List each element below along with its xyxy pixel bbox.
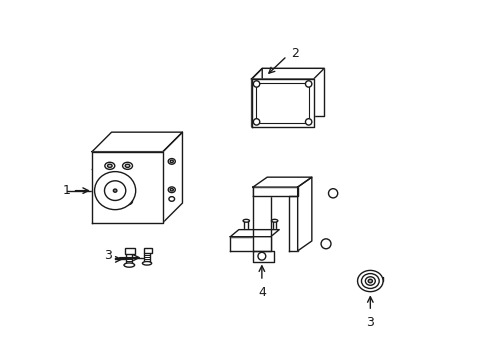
Polygon shape — [251, 68, 324, 79]
Bar — [125, 248, 135, 254]
Text: 4: 4 — [257, 285, 265, 299]
Polygon shape — [92, 152, 163, 222]
Circle shape — [321, 239, 330, 249]
Ellipse shape — [124, 263, 134, 267]
Ellipse shape — [104, 181, 125, 201]
Ellipse shape — [125, 182, 130, 185]
Text: 1: 1 — [62, 184, 70, 197]
Ellipse shape — [104, 180, 115, 187]
Ellipse shape — [94, 172, 135, 210]
Ellipse shape — [168, 187, 175, 193]
Ellipse shape — [142, 261, 151, 265]
Circle shape — [305, 81, 311, 87]
Circle shape — [305, 119, 311, 125]
Bar — [255, 83, 309, 123]
Ellipse shape — [122, 180, 132, 187]
Polygon shape — [288, 196, 297, 251]
Circle shape — [253, 119, 259, 125]
Polygon shape — [252, 251, 274, 261]
Ellipse shape — [107, 182, 112, 185]
Text: 3: 3 — [366, 316, 373, 329]
Ellipse shape — [113, 189, 117, 192]
Circle shape — [328, 189, 337, 198]
Text: 2: 2 — [291, 47, 299, 60]
Polygon shape — [252, 187, 297, 196]
Polygon shape — [252, 177, 311, 187]
Polygon shape — [251, 79, 313, 127]
Bar — [143, 248, 152, 253]
Ellipse shape — [104, 198, 115, 205]
Text: 3: 3 — [103, 249, 111, 262]
Ellipse shape — [243, 219, 249, 222]
Ellipse shape — [365, 277, 374, 285]
Polygon shape — [163, 132, 182, 222]
Ellipse shape — [357, 270, 382, 292]
Ellipse shape — [168, 197, 174, 201]
Polygon shape — [251, 68, 262, 127]
Ellipse shape — [125, 164, 130, 167]
Ellipse shape — [111, 181, 119, 186]
Ellipse shape — [168, 158, 175, 164]
Ellipse shape — [122, 162, 132, 169]
Ellipse shape — [170, 160, 173, 163]
Ellipse shape — [107, 164, 112, 167]
Polygon shape — [92, 132, 182, 152]
Polygon shape — [230, 230, 279, 237]
Ellipse shape — [107, 200, 112, 203]
Ellipse shape — [104, 162, 115, 169]
Ellipse shape — [125, 200, 130, 203]
Ellipse shape — [122, 198, 132, 205]
Polygon shape — [230, 237, 270, 251]
Polygon shape — [262, 68, 324, 116]
Polygon shape — [297, 177, 311, 251]
Circle shape — [258, 252, 265, 260]
Polygon shape — [252, 187, 270, 251]
Ellipse shape — [361, 274, 378, 288]
Ellipse shape — [271, 219, 277, 222]
Ellipse shape — [367, 279, 372, 283]
Ellipse shape — [170, 189, 173, 191]
Circle shape — [253, 81, 259, 87]
